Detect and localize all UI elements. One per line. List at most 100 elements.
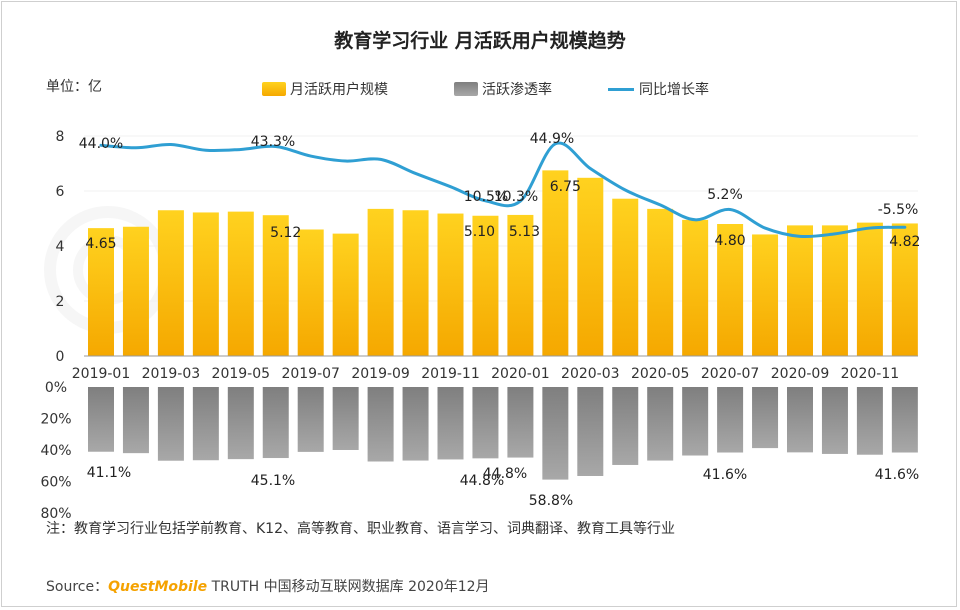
- penetration-bar: [157, 387, 184, 461]
- penetration-bar: [577, 387, 604, 476]
- y2-tick-label: 20%: [40, 412, 71, 428]
- mau-value-label: 4.65: [85, 236, 116, 252]
- mau-bar: [542, 170, 569, 356]
- mau-bar: [402, 210, 429, 356]
- legend-growth-swatch: [608, 87, 634, 91]
- source-prefix: Source：: [46, 579, 109, 595]
- penetration-bar: [647, 387, 674, 461]
- chart-title: 教育学习行业 月活跃用户规模趋势: [334, 30, 626, 52]
- penetration-bar: [752, 387, 779, 449]
- mau-bar: [821, 225, 848, 356]
- mau-bar: [507, 214, 534, 356]
- legend-penetration-label: 活跃渗透率: [482, 82, 552, 98]
- x-tick-label: 2019-09: [351, 366, 410, 382]
- growth-value-label: 10.5%: [464, 189, 508, 205]
- mau-bar: [437, 213, 464, 356]
- y-tick-label: 0: [56, 349, 65, 365]
- x-tick-label: 2020-05: [631, 366, 690, 382]
- x-tick-label: 2019-11: [421, 366, 480, 382]
- y-tick-label: 6: [56, 184, 65, 200]
- penetration-bar: [122, 387, 149, 454]
- penetration-bar: [402, 387, 429, 461]
- x-tick-label: 2019-05: [212, 366, 271, 382]
- mau-bar: [297, 229, 324, 356]
- penetration-bar: [332, 387, 359, 450]
- mau-value-label: 5.12: [270, 225, 301, 241]
- growth-value-label: -5.5%: [878, 202, 919, 218]
- source-line: Source：QuestMobile TRUTH 中国移动互联网数据库 2020…: [46, 576, 490, 596]
- mau-bar: [891, 223, 918, 356]
- mau-bar: [227, 211, 254, 356]
- penetration-bar: [472, 387, 499, 459]
- penetration-value-label: 45.1%: [251, 473, 295, 489]
- growth-line: [99, 141, 907, 239]
- mau-bar: [192, 212, 219, 356]
- data-labels-group: 4.65 5.12 5.10 5.13 6.75 4.80 4.82 44.0% 43.3% 10…: [79, 131, 921, 509]
- penetration-value-label: 41.1%: [87, 465, 131, 481]
- mau-bar: [717, 224, 744, 356]
- penetration-bar: [821, 387, 848, 454]
- mau-value-label: 4.82: [889, 234, 920, 250]
- mau-bar: [262, 215, 289, 356]
- growth-value-label: 10.3%: [494, 189, 538, 205]
- x-tick-label: 2020-07: [701, 366, 760, 382]
- mau-value-label: 5.13: [509, 224, 540, 240]
- legend-penetration-swatch: [454, 82, 478, 96]
- x-tick-label: 2020-11: [841, 366, 900, 382]
- mau-bar: [88, 228, 114, 356]
- mau-bar: [472, 215, 499, 356]
- penetration-bar: [856, 387, 883, 455]
- x-tick-label: 2019-01: [72, 366, 131, 382]
- penetration-bar: [787, 387, 813, 453]
- source-suffix: TRUTH 中国移动互联网数据库 2020年12月: [207, 579, 490, 595]
- penetration-bar: [227, 387, 254, 460]
- penetration-bars-group: [88, 387, 918, 480]
- x-tick-label: 2020-03: [561, 366, 620, 382]
- mau-bar: [856, 222, 883, 356]
- legend-growth: 同比增长率: [608, 79, 709, 99]
- mau-bar: [787, 225, 813, 356]
- legend-penetration: 活跃渗透率: [454, 79, 552, 99]
- penetration-value-label: 41.6%: [703, 467, 747, 483]
- x-tick-label: 2019-03: [142, 366, 201, 382]
- axes-group: 0 2 4 6 8 2019-01 2019-03 2019-05 2019-07 2019-09…: [40, 129, 918, 522]
- y-grid-group: [84, 135, 918, 302]
- mau-bar: [332, 233, 359, 356]
- mau-value-label: 6.75: [550, 179, 581, 195]
- brand-logo-text: QuestMobile: [108, 579, 208, 595]
- mau-bars-group: [88, 170, 918, 356]
- penetration-bar: [88, 387, 114, 452]
- penetration-bar: [682, 387, 709, 456]
- penetration-bar: [542, 387, 569, 480]
- mau-bar: [157, 210, 184, 356]
- legend-growth-label: 同比增长率: [639, 82, 709, 98]
- y2-tick-label: 0%: [45, 380, 67, 396]
- penetration-value-label: 41.6%: [875, 467, 919, 483]
- growth-value-label: 43.3%: [251, 134, 295, 150]
- penetration-bar: [612, 387, 639, 465]
- mau-bar: [612, 198, 639, 356]
- growth-value-label: 5.2%: [707, 187, 743, 203]
- penetration-bar: [262, 387, 289, 459]
- x-tick-label: 2020-09: [771, 366, 830, 382]
- y2-tick-label: 40%: [40, 443, 71, 459]
- y-tick-label: 2: [56, 294, 65, 310]
- mau-value-label: 4.80: [715, 233, 746, 249]
- penetration-value-label: 44.8%: [483, 466, 527, 482]
- y-tick-label: 8: [56, 129, 65, 145]
- legend-mau-label: 月活跃用户规模: [290, 82, 388, 98]
- legend-mau: 月活跃用户规模: [262, 79, 388, 99]
- unit-label: 单位：亿: [46, 79, 102, 95]
- x-tick-label: 2019-07: [281, 366, 340, 382]
- x-tick-label: 2020-01: [491, 366, 550, 382]
- mau-bar: [647, 208, 674, 356]
- penetration-bar: [891, 387, 918, 453]
- y2-tick-label: 60%: [40, 475, 71, 491]
- penetration-bar: [297, 387, 324, 452]
- penetration-bar: [192, 387, 219, 461]
- footnote: 注：教育学习行业包括学前教育、K12、高等教育、职业教育、语言学习、词典翻译、教…: [46, 521, 675, 537]
- mau-bar: [682, 219, 709, 356]
- penetration-value-label: 44.8%: [460, 473, 504, 489]
